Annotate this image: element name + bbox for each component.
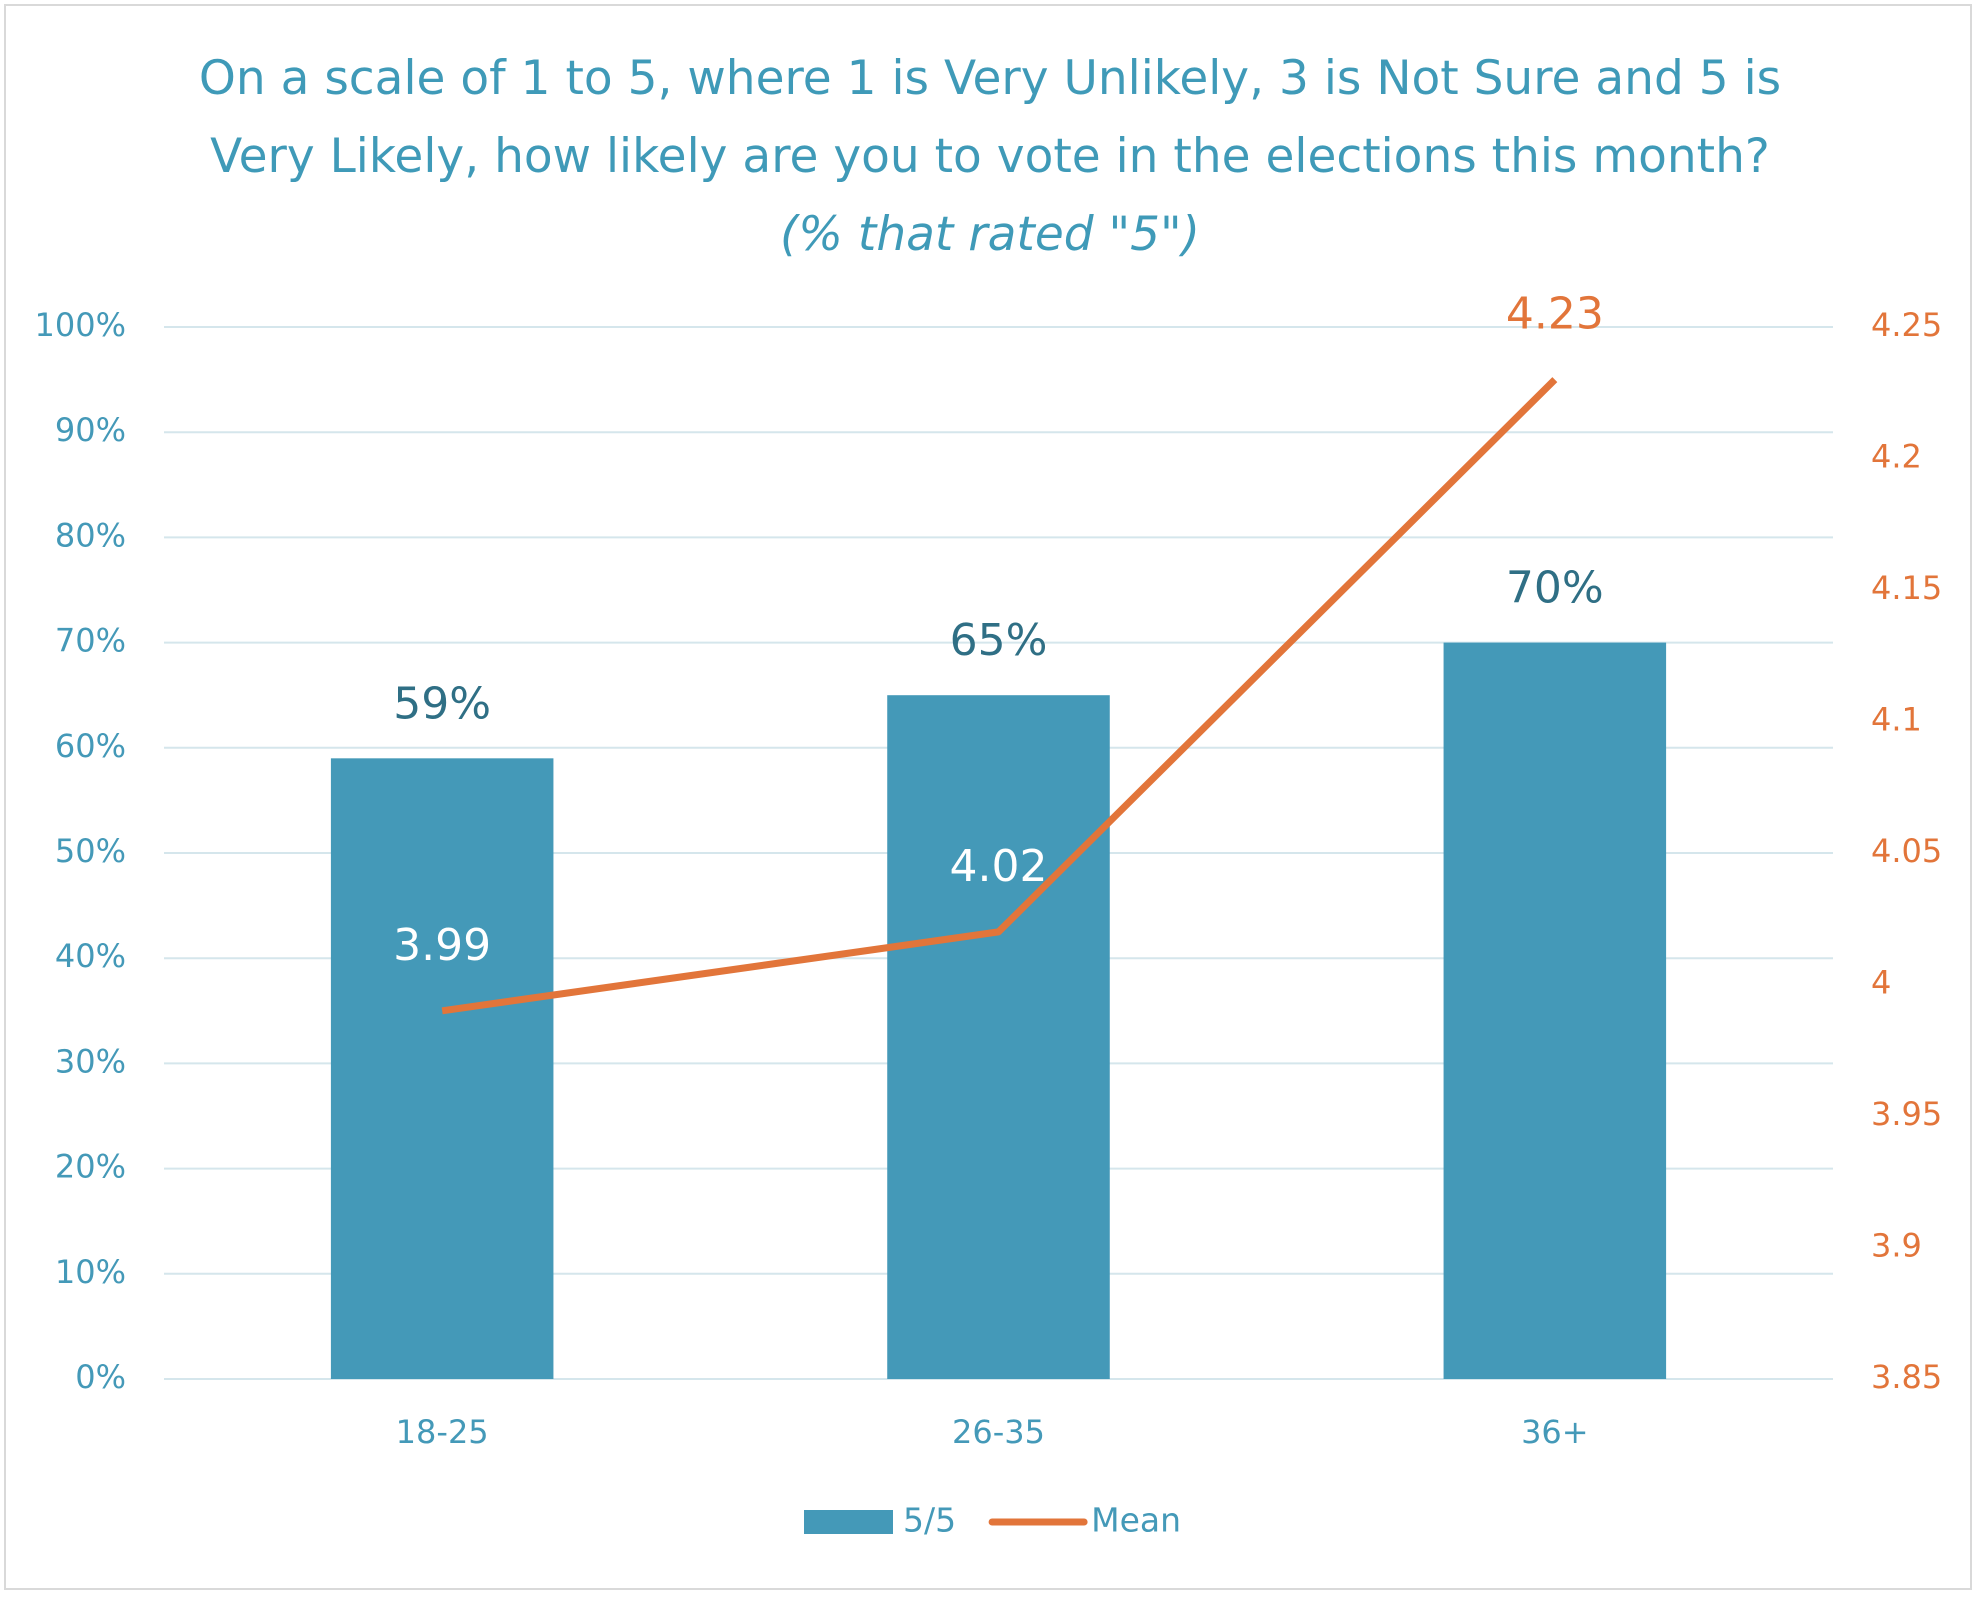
bar: [1443, 642, 1667, 1379]
x-tick-label: 18-25: [396, 1413, 489, 1451]
x-tick-label: 26-35: [952, 1413, 1045, 1451]
legend-label: Mean: [1091, 1501, 1181, 1540]
y2-tick-label: 4.2: [1871, 438, 1922, 476]
title-emphasis: (% that rated "5"): [779, 207, 1201, 262]
y2-tick-label: 4.1: [1871, 701, 1922, 739]
chart-title: On a scale of 1 to 5, where 1 is Very Un…: [190, 40, 1790, 274]
legend-swatch: [804, 1510, 893, 1534]
title-text: On a scale of 1 to 5, where 1 is Very Un…: [198, 51, 1782, 184]
y2-tick-label: 4.15: [1871, 569, 1942, 607]
y2-tick-label: 4: [1871, 964, 1891, 1002]
y-tick-label: 10%: [55, 1253, 126, 1291]
y-tick-label: 80%: [55, 516, 126, 554]
y2-tick-label: 3.95: [1871, 1095, 1942, 1133]
y-tick-label: 40%: [55, 937, 126, 975]
bar-value-label: 59%: [393, 678, 491, 729]
line-value-label: 4.23: [1506, 289, 1604, 340]
y2-tick-label: 3.85: [1871, 1358, 1942, 1396]
legend-label: 5/5: [903, 1501, 956, 1540]
y2-tick-label: 4.25: [1871, 306, 1942, 344]
y2-tick-label: 3.9: [1871, 1227, 1922, 1265]
y-tick-label: 30%: [55, 1042, 126, 1080]
bar-value-label: 70%: [1506, 563, 1604, 614]
y-tick-label: 60%: [55, 727, 126, 765]
bar: [330, 758, 554, 1379]
bar: [887, 695, 1110, 1379]
y-tick-label: 20%: [55, 1148, 126, 1186]
y2-tick-label: 4.05: [1871, 832, 1942, 870]
y-tick-label: 0%: [75, 1358, 126, 1396]
y-tick-label: 100%: [35, 306, 126, 344]
y-tick-label: 50%: [55, 832, 126, 870]
bar-value-label: 65%: [950, 615, 1048, 666]
chart-frame: [4, 4, 1972, 1590]
line-value-label: 4.02: [950, 841, 1048, 892]
y-tick-label: 70%: [55, 622, 126, 660]
y-tick-label: 90%: [55, 411, 126, 449]
x-tick-label: 36+: [1521, 1413, 1589, 1451]
line-series: [441, 377, 1558, 1015]
line-value-label: 3.99: [393, 920, 491, 971]
